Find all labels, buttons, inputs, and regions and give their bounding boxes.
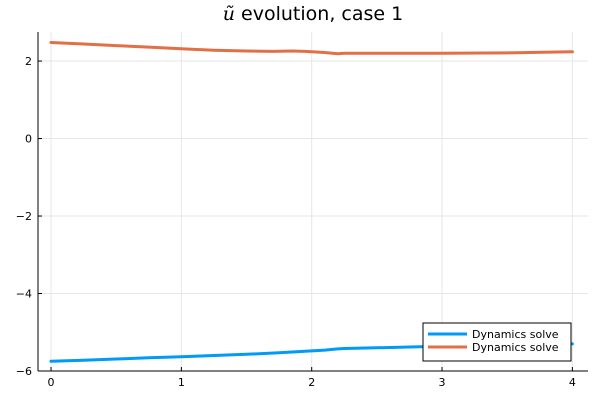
chart-title: ũ evolution, case 1	[223, 3, 403, 25]
x-tick-label: 2	[308, 376, 315, 389]
tick-labels: 0 1 2 3 4 −6 −4 −2 0 2	[16, 55, 576, 389]
legend-label-2: Dynamics solve	[472, 341, 559, 354]
y-tick-label: −6	[16, 365, 32, 378]
series-line-2	[49, 41, 574, 56]
title-symbol: ũ	[223, 3, 235, 25]
y-tick-label: −4	[16, 288, 32, 301]
axes	[37, 32, 588, 372]
title-rest: evolution, case 1	[235, 3, 403, 25]
x-tick-label: 1	[178, 376, 185, 389]
x-tick-label: 0	[48, 376, 55, 389]
y-tick-label: −2	[16, 210, 32, 223]
x-tick-label: 3	[439, 376, 446, 389]
y-tick-label: 2	[25, 55, 32, 68]
legend-label-1: Dynamics solve	[472, 328, 559, 341]
grid	[38, 32, 588, 372]
legend-box	[422, 322, 572, 362]
y-tick-label: 0	[25, 133, 32, 146]
x-tick-label: 4	[569, 376, 576, 389]
